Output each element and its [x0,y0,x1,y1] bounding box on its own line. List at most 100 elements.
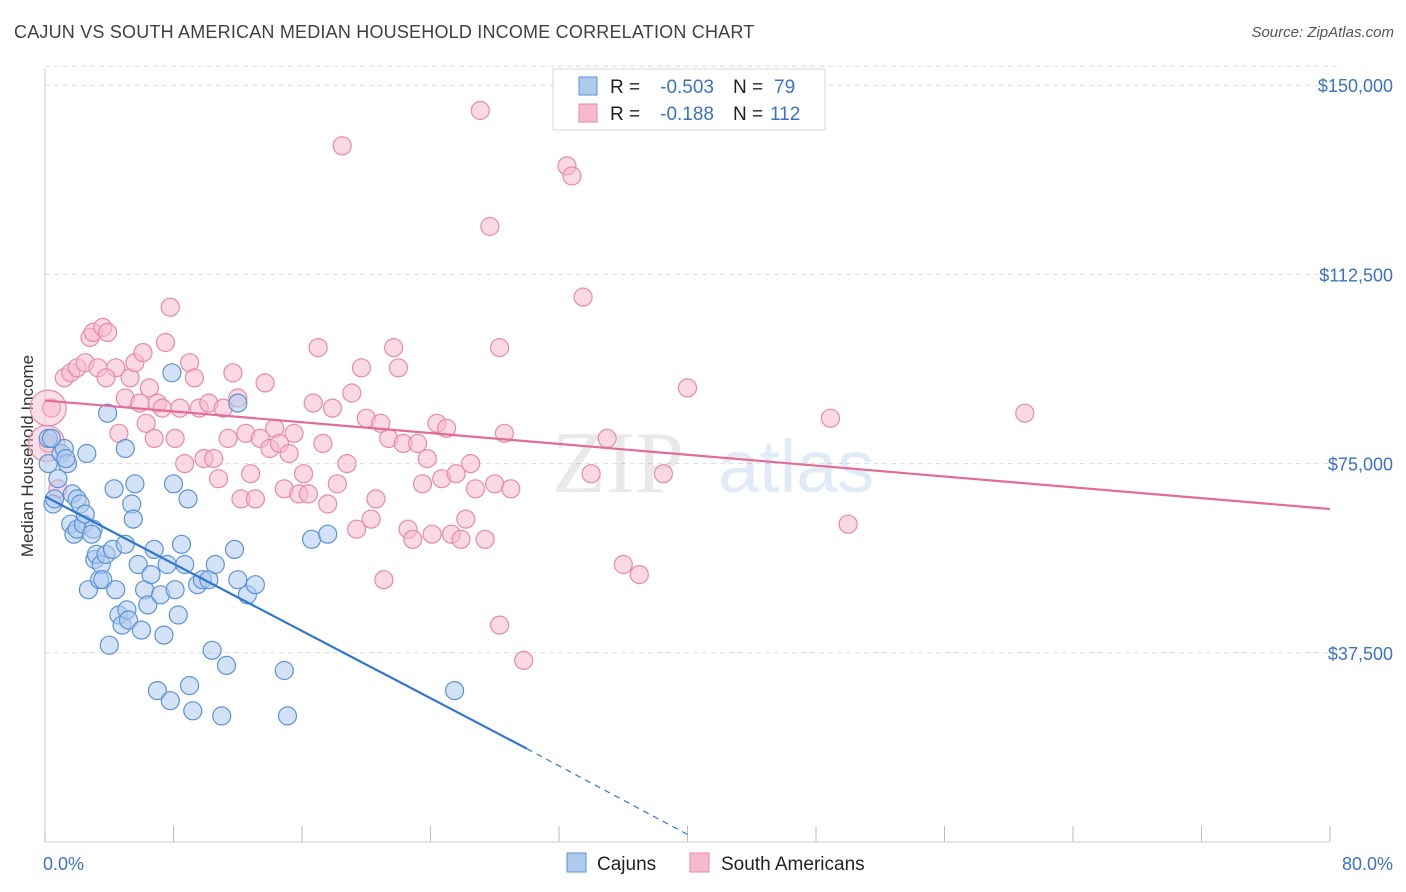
point-cajuns [318,524,338,544]
point-south-americans [629,564,649,585]
point-cajuns [162,363,182,383]
point-south-americans [218,428,238,448]
point-south-americans [490,615,510,635]
point-south-americans [366,489,386,509]
point-south-americans [184,368,204,388]
point-south-americans [388,358,408,378]
point-south-americans [322,398,343,418]
point-cajuns [228,393,248,413]
point-south-americans [653,464,674,484]
bottom-legend-label-cajuns: Cajuns [597,854,656,875]
point-south-americans [279,443,299,464]
point-cajuns [178,489,198,509]
y-tick-label: $75,000 [1328,455,1393,475]
y-tick-labels: $37,500 $75,000 $112,500 $150,000 [1318,76,1393,664]
point-cajuns [125,474,145,494]
y-axis-label: Median Household Income [18,355,37,557]
point-south-americans [475,529,495,549]
point-south-americans [152,398,172,418]
point-south-americans [318,494,338,514]
point-cajuns [202,640,222,660]
point-cajuns [41,428,62,448]
point-south-americans [241,464,261,484]
point-cajuns [165,580,185,600]
watermark-atlas: atlas [718,425,874,508]
point-cajuns [212,706,232,726]
point-cajuns [123,509,143,529]
point-south-americans [204,449,224,469]
point-south-americans [514,650,534,671]
point-south-americans [485,474,505,494]
point-south-americans [403,529,423,549]
point-south-americans [133,343,153,363]
point-south-americans [170,398,190,418]
legend-n-value-cajuns: 79 [774,77,795,98]
point-south-americans [408,433,428,453]
y-tick-label: $112,500 [1319,265,1393,285]
legend-swatch-south-americans [578,103,598,123]
point-south-americans [412,474,433,494]
point-south-americans [490,338,510,358]
point-south-americans [294,464,314,484]
point-south-americans [347,519,367,539]
point-south-americans [451,529,471,549]
point-south-americans [332,136,352,156]
point-south-americans [284,423,304,443]
point-cajuns [104,479,124,499]
point-cajuns [175,554,195,575]
point-cajuns [93,570,113,590]
legend-swatch-cajuns [578,76,598,96]
point-south-americans [573,287,593,307]
point-cajuns [228,570,248,590]
point-cajuns [183,701,203,721]
y-tick-label: $150,000 [1318,76,1393,96]
watermark: ZIP atlas [552,415,874,512]
point-south-americans [465,479,486,499]
point-south-americans [303,393,323,413]
point-south-americans [255,373,275,393]
point-south-americans [245,489,265,509]
point-south-americans [351,358,371,378]
point-south-americans [160,297,180,317]
point-cajuns [141,564,161,585]
point-south-americans [327,474,347,494]
trend-line-cajuns-extension [526,748,688,835]
point-cajuns [160,691,180,711]
point-cajuns [56,449,76,469]
point-south-americans [1015,403,1035,423]
point-south-americans [422,524,442,544]
point-cajuns [147,680,167,701]
point-south-americans [155,332,176,353]
legend-r-label-cajuns: R = [610,77,640,98]
point-cajuns [163,474,184,494]
point-cajuns [38,454,58,474]
point-south-americans [342,383,362,403]
point-cajuns [115,438,135,459]
trend-line-cajuns [44,495,528,750]
point-cajuns [131,620,151,640]
point-south-americans [208,469,229,489]
point-cajuns [77,443,97,464]
point-south-americans [820,408,841,428]
point-cajuns [48,469,68,489]
watermark-zip: ZIP [552,415,684,512]
point-south-americans [165,428,185,448]
point-south-americans [494,423,514,443]
point-south-americans [97,322,118,342]
point-south-americans [96,368,116,388]
point-cajuns [154,625,174,645]
point-south-americans [581,464,601,484]
series-cajuns [38,363,465,726]
source-label: Source: ZipAtlas.com [1251,24,1394,41]
point-south-americans [613,554,633,575]
point-south-americans [175,454,195,474]
point-south-americans [313,433,333,453]
x-tick-label-min: 0.0% [43,854,84,874]
legend-r-label-south-americans: R = [610,104,640,125]
series-south-americans [28,100,1035,671]
y-tick-label: $37,500 [1328,644,1393,664]
point-south-americans [298,484,318,504]
bottom-legend-swatch-south-americans [689,852,710,873]
point-south-americans [361,509,381,529]
point-south-americans [456,509,476,529]
